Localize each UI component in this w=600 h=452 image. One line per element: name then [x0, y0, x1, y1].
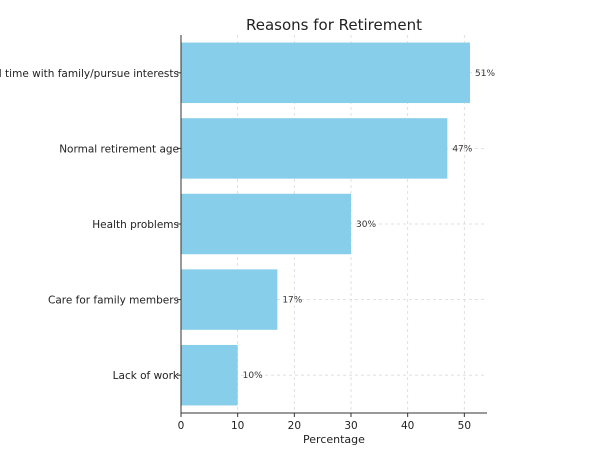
x-tick-label: 50	[458, 420, 471, 432]
x-axis-label: Percentage	[303, 433, 365, 446]
bar	[181, 269, 278, 330]
x-tick-label: 20	[288, 420, 301, 432]
bars	[181, 42, 470, 406]
x-tick-labels: 0 10 20 30 40 50	[178, 413, 471, 432]
bar	[181, 118, 448, 179]
bar-value-label: 51%	[475, 69, 495, 79]
x-tick-label: 40	[401, 420, 414, 432]
bar	[181, 42, 470, 104]
y-category-labels: Spend time with family/pursue interests N…	[0, 68, 181, 382]
bar-value-label: 10%	[243, 371, 263, 381]
bar-value-label: 47%	[452, 144, 472, 154]
bar	[181, 344, 238, 406]
y-category-label: Spend time with family/pursue interests	[0, 68, 179, 80]
y-category-label: Health problems	[92, 219, 179, 231]
y-category-label: Lack of work	[113, 370, 180, 382]
y-category-label: Normal retirement age	[59, 143, 179, 155]
chart-title: Reasons for Retirement	[246, 16, 422, 34]
x-tick-label: 0	[178, 420, 185, 432]
x-tick-label: 30	[344, 420, 357, 432]
data-labels: 51% 47% 30% 17% 10%	[243, 69, 496, 381]
bar	[181, 193, 351, 255]
bar-value-label: 17%	[282, 296, 302, 306]
x-tick-label: 10	[231, 420, 244, 432]
y-category-label: Care for family members	[48, 295, 179, 307]
bar-value-label: 30%	[356, 220, 376, 230]
